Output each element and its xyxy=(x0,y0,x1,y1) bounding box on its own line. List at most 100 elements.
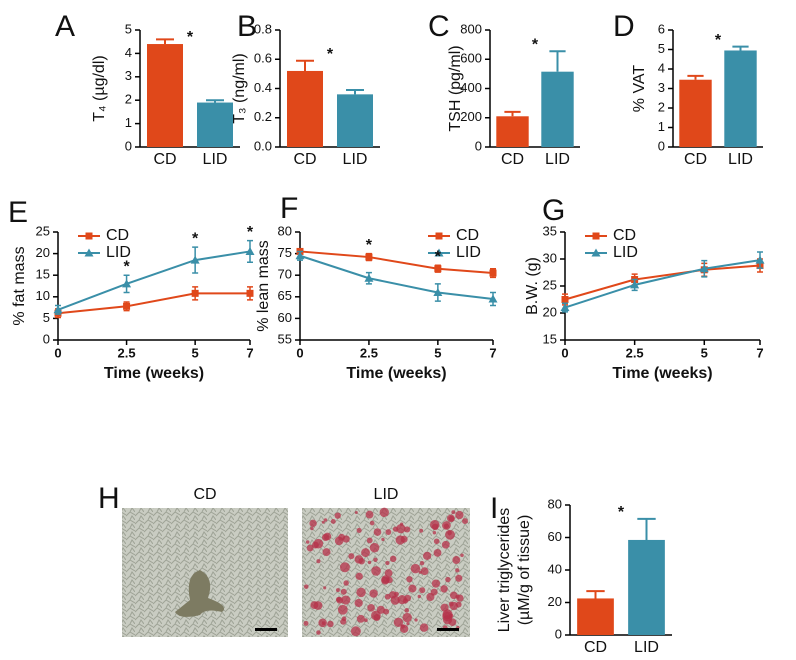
lipid-droplet xyxy=(431,579,441,588)
lipid-droplet xyxy=(327,620,334,628)
x-tick-label: 5 xyxy=(701,345,708,360)
y-tick-label: 2 xyxy=(125,92,132,107)
y-tick-label: 1 xyxy=(658,119,665,134)
panel-letter: C xyxy=(428,10,450,43)
error-bar xyxy=(637,517,656,540)
lipid-droplet xyxy=(394,591,399,597)
lipid-droplet xyxy=(385,529,392,535)
lipid-droplet xyxy=(447,530,452,536)
y-axis-label: % fat mass xyxy=(11,246,28,325)
error-bar xyxy=(296,59,314,71)
bar xyxy=(287,70,323,147)
lipid-droplet xyxy=(389,555,397,563)
lipid-droplet xyxy=(334,536,344,546)
lipid-droplet xyxy=(306,544,314,552)
lipid-droplet xyxy=(313,538,324,549)
error-bar xyxy=(206,99,224,103)
y-tick-label: 0 xyxy=(43,331,50,346)
lipid-droplet xyxy=(426,592,435,602)
significance: * xyxy=(247,224,254,241)
y-tick-label: 20 xyxy=(548,594,562,609)
y-tick-label: 4 xyxy=(658,60,665,75)
significance: * xyxy=(532,36,539,53)
panel-letter: G xyxy=(542,194,565,227)
legend-marker xyxy=(84,248,94,257)
legend-label: CD xyxy=(456,227,479,244)
y-tick-label: 30 xyxy=(543,250,557,265)
lipid-droplet xyxy=(313,601,323,610)
lipid-droplet xyxy=(433,538,440,545)
lipid-droplets xyxy=(303,507,468,637)
y-tick-label: 20 xyxy=(543,304,557,319)
lipid-droplet xyxy=(402,612,412,623)
lipid-droplet xyxy=(419,560,425,566)
x-tick-label: 5 xyxy=(192,345,199,360)
y-tick-label: 75 xyxy=(278,245,292,260)
bar xyxy=(541,71,574,147)
series-line xyxy=(564,259,761,309)
marker xyxy=(433,287,443,296)
micrograph-caption: CD xyxy=(193,486,216,503)
error-bar xyxy=(732,45,749,51)
series-line xyxy=(57,292,250,315)
lipid-droplet xyxy=(323,518,328,522)
lipid-droplet xyxy=(393,617,404,628)
marker xyxy=(191,289,199,297)
marker xyxy=(53,305,63,314)
lipid-droplet xyxy=(455,574,463,582)
lipid-droplet xyxy=(316,630,321,635)
y-tick-label: 25 xyxy=(36,223,50,238)
lipid-droplet xyxy=(367,604,375,612)
lipid-droplet xyxy=(441,540,450,549)
series-line xyxy=(299,250,494,275)
y-tick-label: 2 xyxy=(658,99,665,114)
x-tick-label: 0 xyxy=(296,345,303,360)
x-tick-label: 7 xyxy=(756,345,763,360)
lipid-droplet xyxy=(303,620,309,626)
y-tick-label: 0 xyxy=(125,138,132,153)
lipid-droplet xyxy=(419,623,429,632)
significance: * xyxy=(187,29,194,46)
marker xyxy=(488,294,498,303)
lipid-droplet xyxy=(390,595,400,605)
bar xyxy=(724,50,757,147)
lipid-droplet xyxy=(430,519,440,530)
legend-marker xyxy=(85,232,93,240)
lipid-droplet xyxy=(318,618,327,628)
lipid-droplet xyxy=(440,585,448,593)
x-tick-label: 7 xyxy=(246,345,253,360)
lipid-droplet xyxy=(371,566,381,576)
y-tick-label: 0.8 xyxy=(254,21,272,36)
y-tick-label: 3 xyxy=(658,80,665,95)
marker xyxy=(246,289,254,297)
panel-letter: A xyxy=(55,10,75,43)
y-tick-label: 15 xyxy=(543,331,557,346)
x-tick-label: CD xyxy=(684,151,707,168)
legend-marker xyxy=(435,232,443,240)
y-tick-label: 5 xyxy=(658,41,665,56)
lipid-droplet xyxy=(310,526,314,531)
lipid-droplet xyxy=(354,598,363,608)
lipid-droplet xyxy=(339,562,350,573)
lipid-droplet xyxy=(323,586,327,590)
lipid-droplet xyxy=(350,626,361,637)
lipid-droplet xyxy=(449,613,454,619)
lipid-droplet xyxy=(341,616,347,622)
x-axis-label: Time (weeks) xyxy=(612,365,712,382)
y-axis-label: T₃ (ng/ml) xyxy=(231,53,248,124)
lipid-droplet xyxy=(446,514,455,523)
lipid-droplet xyxy=(316,559,321,564)
lipid-droplet xyxy=(369,520,375,526)
bar xyxy=(337,94,373,147)
lipid-droplet xyxy=(309,519,317,528)
bar xyxy=(679,79,712,147)
lipid-droplet xyxy=(356,527,362,534)
legend-marker xyxy=(434,248,444,257)
lipid-droplet xyxy=(432,530,437,535)
vessel xyxy=(175,570,225,617)
lipid-droplet xyxy=(399,522,404,526)
lipid-droplet xyxy=(373,528,382,536)
y-axis-label: (µM/g of tissue) xyxy=(516,515,533,626)
y-tick-label: 80 xyxy=(278,223,292,238)
lipid-droplet xyxy=(410,563,421,574)
